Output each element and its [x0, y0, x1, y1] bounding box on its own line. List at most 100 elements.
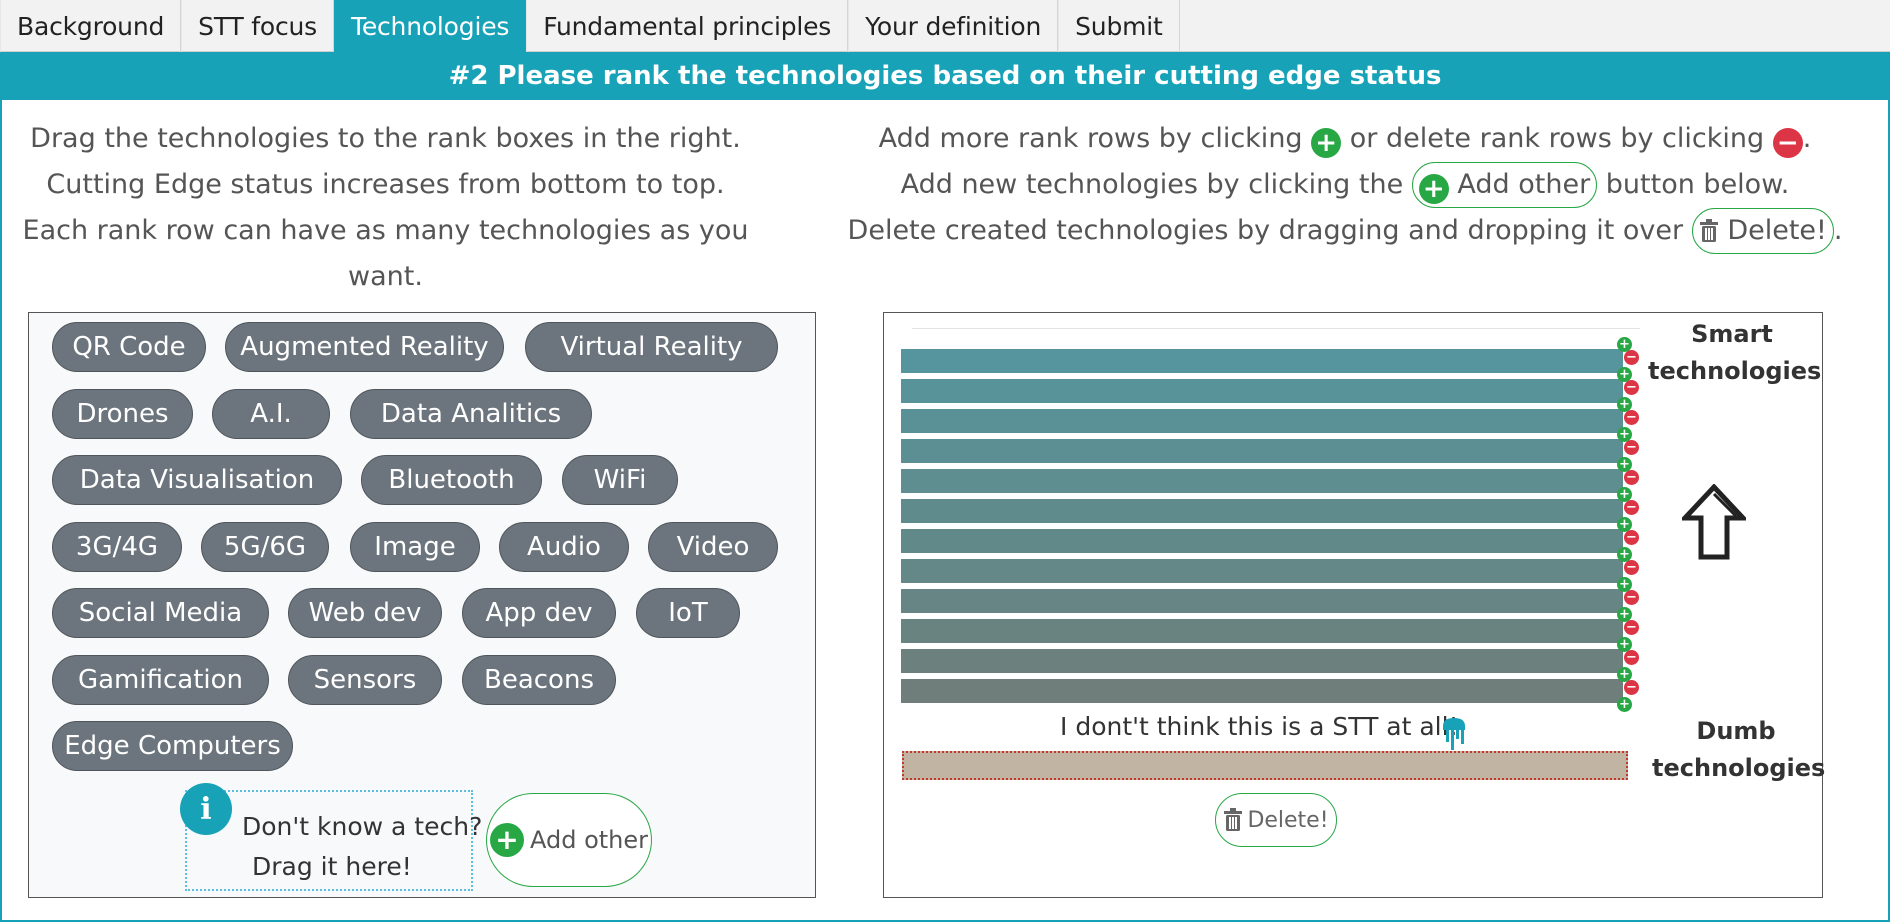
add-other-button[interactable]: + Add other: [486, 793, 652, 887]
delete-row-icon[interactable]: −: [1624, 680, 1639, 695]
delete-example: Delete!: [1691, 208, 1834, 254]
delete-row-icon[interactable]: −: [1624, 590, 1639, 605]
delete-dropzone-button[interactable]: Delete!: [1215, 793, 1337, 847]
instruction-text: or delete rank rows by clicking: [1349, 123, 1765, 154]
add-row-icon[interactable]: +: [1617, 637, 1632, 652]
tech-chip[interactable]: 5G/6G: [201, 522, 329, 572]
delete-example-label: Delete!: [1727, 215, 1827, 246]
rank-row[interactable]: [901, 649, 1623, 673]
rank-row[interactable]: [901, 619, 1623, 643]
smart-label-line: technologies: [1648, 357, 1822, 385]
rank-row[interactable]: [901, 679, 1623, 703]
tech-chip[interactable]: Drones: [52, 389, 193, 439]
delete-row-icon[interactable]: −: [1624, 410, 1639, 425]
tab-technologies[interactable]: Technologies: [334, 0, 527, 52]
tab-background[interactable]: Background: [0, 0, 182, 52]
rank-row[interactable]: [901, 379, 1623, 403]
tech-chip[interactable]: A.I.: [212, 389, 330, 439]
delete-row-icon[interactable]: −: [1624, 650, 1639, 665]
add-row-icon[interactable]: +: [1617, 607, 1632, 622]
tech-chip[interactable]: Image: [350, 522, 480, 572]
plus-circle-icon: +: [1311, 128, 1342, 158]
tab-stt-focus[interactable]: STT focus: [181, 0, 334, 52]
dumb-label-line: Dumb: [1696, 717, 1776, 745]
rank-row[interactable]: [901, 409, 1623, 433]
divider: [912, 328, 1640, 329]
tech-chip[interactable]: Gamification: [52, 655, 269, 705]
instruction-line: Add more rank rows by clicking + or dele…: [840, 116, 1850, 162]
instruction-line: Delete created technologies by dragging …: [840, 208, 1850, 254]
instruction-line: Add new technologies by clicking the + A…: [840, 162, 1850, 208]
add-row-icon[interactable]: +: [1617, 367, 1632, 382]
tech-chip[interactable]: Beacons: [462, 655, 616, 705]
add-row-icon[interactable]: +: [1617, 397, 1632, 412]
tech-chip[interactable]: Social Media: [52, 588, 269, 638]
tech-chip[interactable]: Edge Computers: [52, 721, 293, 771]
smart-technologies-label: Smart technologies: [1648, 316, 1822, 390]
tech-chip[interactable]: Web dev: [288, 588, 442, 638]
delete-row-icon[interactable]: −: [1624, 350, 1639, 365]
add-row-icon[interactable]: +: [1617, 457, 1632, 472]
unknown-tech-dropzone[interactable]: [185, 790, 473, 891]
tech-chip[interactable]: 3G/4G: [52, 522, 182, 572]
instruction-line: Cutting Edge status increases from botto…: [46, 169, 725, 200]
tech-chip[interactable]: Audio: [499, 522, 629, 572]
delete-row-icon[interactable]: −: [1624, 380, 1639, 395]
rank-row[interactable]: [901, 589, 1623, 613]
tab-bar: Background STT focus Technologies Fundam…: [0, 0, 1890, 52]
add-row-icon[interactable]: +: [1617, 577, 1632, 592]
add-row-icon[interactable]: +: [1617, 337, 1632, 352]
rank-row[interactable]: [901, 499, 1623, 523]
add-row-icon[interactable]: +: [1617, 667, 1632, 682]
trash-icon: [1699, 219, 1718, 242]
rank-row[interactable]: [901, 439, 1623, 463]
rank-row[interactable]: [901, 559, 1623, 583]
tech-chip[interactable]: Data Visualisation: [52, 455, 342, 505]
not-stt-label: I dont't think this is a STT at all!: [1060, 712, 1459, 741]
add-row-icon[interactable]: +: [1617, 487, 1632, 502]
add-other-label: Add other: [529, 826, 649, 854]
instruction-line: Drag the technologies to the rank boxes …: [30, 123, 741, 154]
tech-chip[interactable]: Sensors: [288, 655, 442, 705]
tech-chip[interactable]: Data Analitics: [350, 389, 592, 439]
content-frame: [0, 100, 1890, 922]
arrow-up-icon: [1682, 484, 1746, 560]
tech-chip[interactable]: App dev: [462, 588, 616, 638]
tech-chip[interactable]: Augmented Reality: [225, 322, 504, 372]
rank-row[interactable]: [901, 529, 1623, 553]
info-icon: i: [180, 783, 232, 835]
tech-chip[interactable]: Virtual Reality: [525, 322, 778, 372]
dumb-label-line: technologies: [1652, 754, 1826, 782]
instruction-line: want.: [348, 261, 423, 292]
delete-row-icon[interactable]: −: [1624, 500, 1639, 515]
page-title: #2 Please rank the technologies based on…: [0, 52, 1890, 100]
plus-circle-icon: +: [489, 823, 524, 857]
add-row-icon[interactable]: +: [1617, 517, 1632, 532]
instruction-text: Add more rank rows by clicking: [878, 123, 1303, 154]
instruction-text: .: [1802, 123, 1812, 154]
delete-row-icon[interactable]: −: [1624, 560, 1639, 575]
rank-row[interactable]: [901, 349, 1623, 373]
add-row-icon[interactable]: +: [1617, 547, 1632, 562]
delete-row-icon[interactable]: −: [1624, 470, 1639, 485]
instructions-left: Drag the technologies to the rank boxes …: [22, 116, 749, 300]
tab-submit[interactable]: Submit: [1058, 0, 1180, 52]
not-stt-dropzone[interactable]: [902, 751, 1628, 780]
add-row-icon[interactable]: +: [1617, 697, 1632, 712]
add-row-icon[interactable]: +: [1617, 427, 1632, 442]
delete-row-icon[interactable]: −: [1624, 620, 1639, 635]
tech-chip[interactable]: Video: [648, 522, 778, 572]
delete-row-icon[interactable]: −: [1624, 530, 1639, 545]
dumb-technologies-label: Dumb technologies: [1652, 713, 1826, 787]
unknown-tech-hint: Drag it here!: [252, 852, 412, 881]
tab-fundamental-principles[interactable]: Fundamental principles: [526, 0, 849, 52]
tech-chip[interactable]: IoT: [636, 588, 740, 638]
plus-circle-icon: +: [1418, 174, 1449, 204]
delete-row-icon[interactable]: −: [1624, 440, 1639, 455]
tech-chip[interactable]: Bluetooth: [361, 455, 542, 505]
rank-row[interactable]: [901, 469, 1623, 493]
tech-chip[interactable]: WiFi: [562, 455, 678, 505]
instruction-text: Delete created technologies by dragging …: [847, 215, 1684, 246]
tech-chip[interactable]: QR Code: [52, 322, 206, 372]
tab-your-definition[interactable]: Your definition: [848, 0, 1059, 52]
